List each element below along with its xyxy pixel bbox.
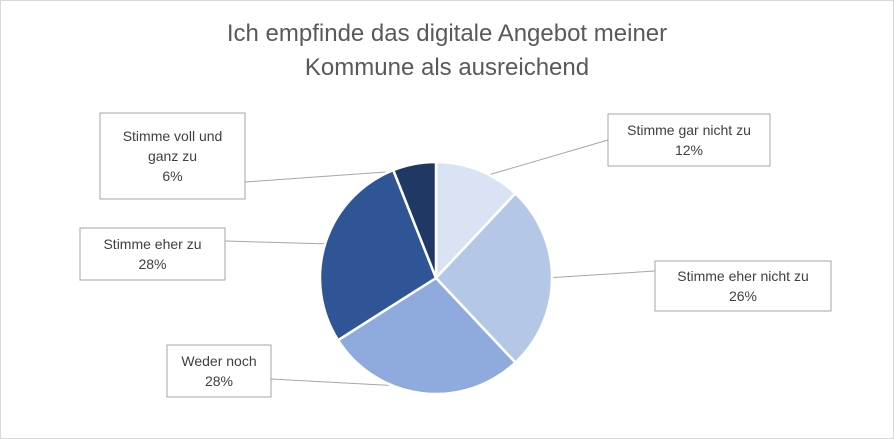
pie-slice bbox=[336, 276, 517, 396]
chart-title: Ich empfinde das digitale Angebot meiner… bbox=[226, 20, 668, 81]
data-label-value: 26% bbox=[729, 288, 757, 304]
data-label: Stimme voll und ganz zu 6% bbox=[99, 112, 246, 200]
data-label-value: 28% bbox=[205, 373, 233, 389]
leader-line bbox=[224, 240, 332, 245]
pie-slice bbox=[318, 168, 438, 342]
data-label-category: Stimme gar nicht zu bbox=[627, 122, 751, 138]
data-label-value: 12% bbox=[675, 142, 703, 158]
pie-slice bbox=[434, 160, 517, 280]
data-label-category: Stimme voll und bbox=[123, 128, 223, 144]
leader-line bbox=[480, 139, 609, 178]
data-label: Stimme gar nicht zu 12% bbox=[607, 113, 771, 167]
data-label-value: 28% bbox=[138, 256, 166, 272]
data-label-box bbox=[166, 344, 272, 398]
data-label-box bbox=[99, 112, 246, 200]
pie-slice bbox=[392, 160, 438, 280]
data-label-value: 6% bbox=[162, 168, 182, 184]
data-label-category: Weder noch bbox=[181, 353, 256, 369]
pie-slice bbox=[434, 192, 554, 364]
data-label-box bbox=[654, 260, 832, 312]
data-label-box bbox=[607, 113, 771, 167]
data-label-category: ganz zu bbox=[148, 148, 197, 164]
data-label: Weder noch 28% bbox=[166, 344, 272, 398]
data-label-category: Stimme eher nicht zu bbox=[677, 268, 809, 284]
data-label: Stimme eher zu 28% bbox=[79, 227, 226, 281]
leader-line bbox=[545, 270, 656, 279]
data-label: Stimme eher nicht zu 26% bbox=[654, 260, 832, 312]
data-label-category: Stimme eher zu bbox=[103, 236, 201, 252]
data-label-box bbox=[79, 227, 226, 281]
